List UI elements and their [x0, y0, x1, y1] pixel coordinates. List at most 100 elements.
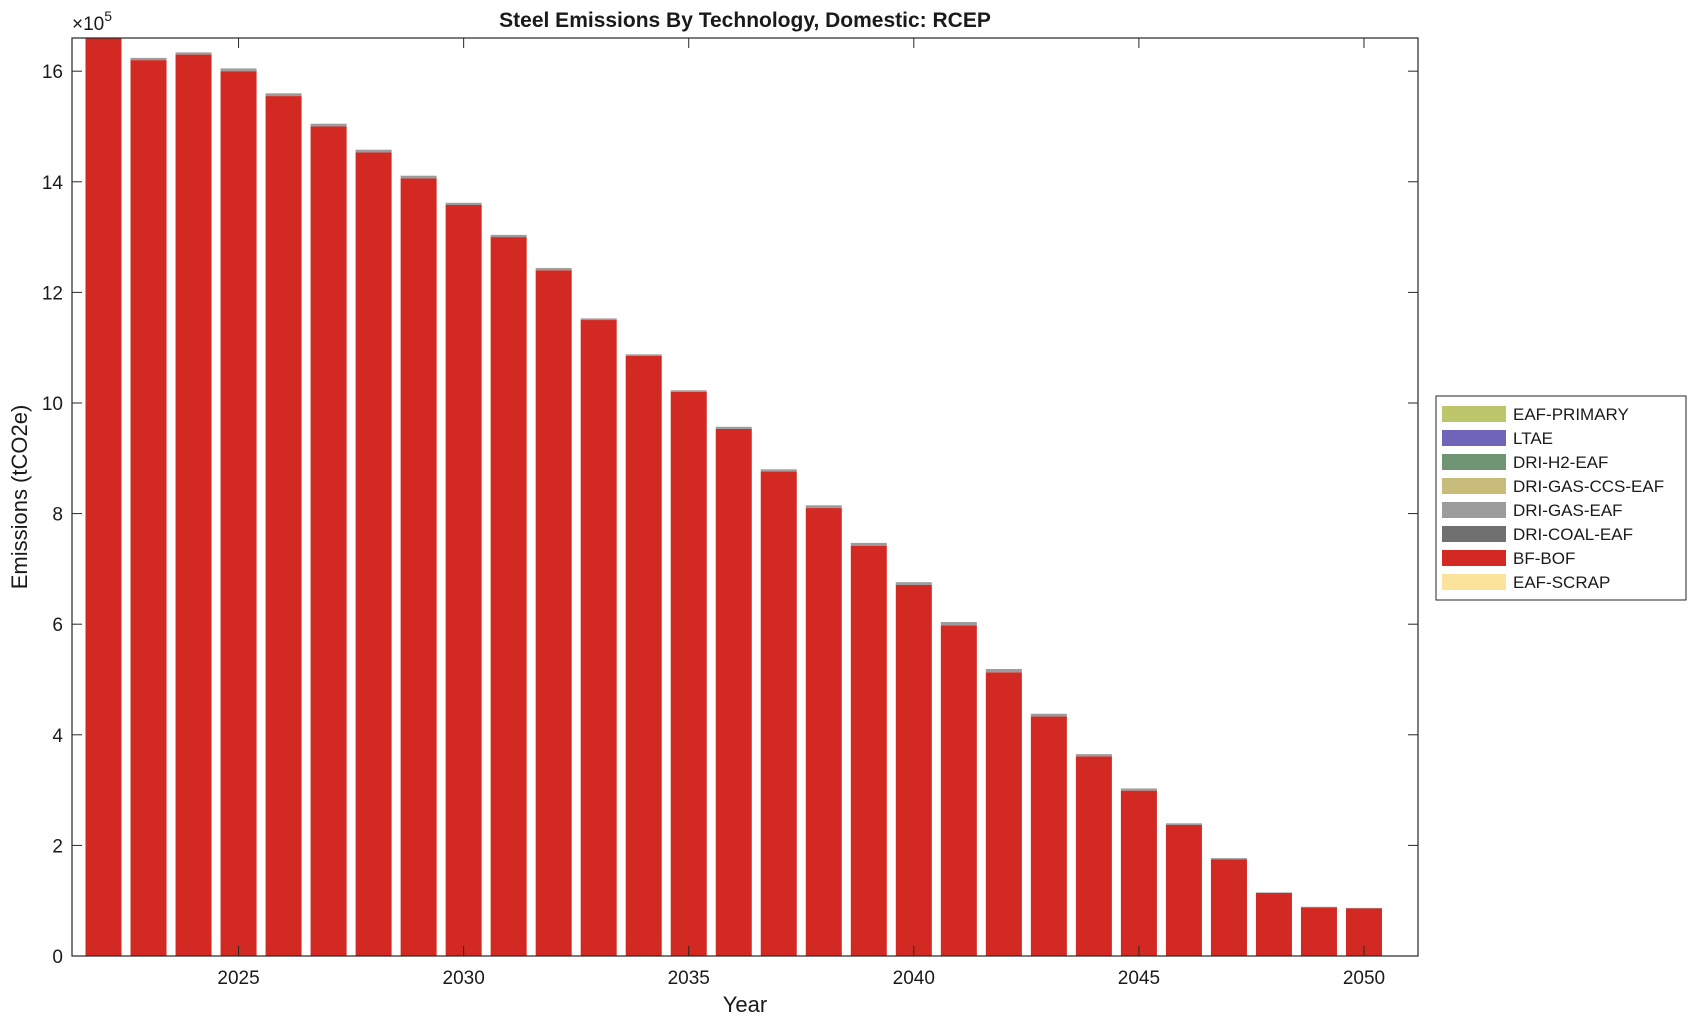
legend-label-dri-gas-eaf: DRI-GAS-EAF — [1513, 501, 1623, 520]
legend-swatch-eaf-scrap — [1442, 574, 1506, 590]
y-tick-label: 4 — [52, 726, 63, 747]
y-tick-label: 2 — [52, 836, 63, 857]
legend-swatch-dri-h2-eaf — [1442, 454, 1506, 470]
bar-dri-gas-eaf-2039 — [850, 542, 887, 546]
bar-dri-gas-eaf-2049 — [1300, 906, 1337, 908]
bar-bf-bof-2025 — [220, 71, 257, 956]
bar-dri-gas-eaf-2037 — [760, 469, 797, 472]
bar-dri-gas-eaf-2047 — [1210, 858, 1247, 860]
bar-bf-bof-2027 — [310, 126, 347, 956]
axis-ticks: 2025 2030 2035 2040 2045 2050 0 2 4 6 8 10 12 14 16 — [42, 38, 1418, 989]
bar-bf-bof-2036 — [715, 428, 752, 956]
bar-dri-gas-eaf-2031 — [490, 234, 527, 238]
bar-dri-gas-eaf-2040 — [895, 582, 932, 585]
legend-label-dri-gas-ccs-eaf: DRI-GAS-CCS-EAF — [1513, 477, 1664, 496]
legend-label-eaf-primary: EAF-PRIMARY — [1513, 405, 1629, 424]
bar-bf-bof-2049 — [1300, 907, 1337, 956]
bar-bf-bof-2035 — [670, 391, 707, 956]
bar-bf-bof-2028 — [355, 152, 392, 956]
legend-swatch-bf-bof — [1442, 550, 1506, 566]
y-tick-label: 8 — [52, 505, 63, 526]
bar-dri-gas-eaf-2041 — [940, 621, 977, 626]
bar-bf-bof-2040 — [895, 584, 932, 956]
bar-bf-bof-2030 — [445, 205, 482, 956]
bar-dri-gas-eaf-2033 — [580, 318, 617, 321]
bar-bf-bof-2034 — [625, 355, 662, 956]
bar-bf-bof-2045 — [1120, 790, 1157, 956]
y-axis-title: Emissions (tCO2e) — [7, 405, 32, 590]
bar-bf-bof-2031 — [490, 237, 527, 956]
x-tick-label: 2035 — [668, 968, 710, 989]
y-tick-label: 12 — [42, 283, 63, 304]
legend-label-dri-coal-eaf: DRI-COAL-EAF — [1513, 525, 1633, 544]
bar-dri-gas-eaf-2043 — [1030, 713, 1067, 717]
chart-title: Steel Emissions By Technology, Domestic:… — [499, 9, 991, 32]
bar-bf-bof-2032 — [535, 270, 572, 956]
bar-bf-bof-2048 — [1255, 892, 1292, 956]
bar-dri-gas-eaf-2029 — [400, 175, 437, 179]
legend-swatch-dri-coal-eaf — [1442, 526, 1506, 542]
legend-label-ltae: LTAE — [1513, 429, 1553, 448]
bar-dri-gas-eaf-2046 — [1165, 823, 1202, 825]
bar-dri-gas-eaf-2030 — [445, 202, 482, 206]
bar-bf-bof-2041 — [940, 625, 977, 956]
bar-bf-bof-2042 — [985, 672, 1022, 956]
x-axis-title: Year — [723, 992, 767, 1017]
bar-dri-gas-eaf-2036 — [715, 426, 752, 429]
bar-bf-bof-2043 — [1030, 716, 1067, 956]
bar-dri-gas-eaf-2034 — [625, 354, 662, 356]
y-tick-label: 16 — [42, 62, 63, 83]
bar-dri-gas-eaf-2048 — [1255, 892, 1292, 893]
bar-dri-gas-eaf-2026 — [265, 93, 302, 97]
bar-dri-gas-eaf-2038 — [805, 505, 842, 509]
bar-bf-bof-2038 — [805, 508, 842, 956]
legend-swatch-eaf-primary — [1442, 406, 1506, 422]
y-tick-label: 0 — [52, 947, 63, 968]
x-tick-label: 2030 — [443, 968, 485, 989]
legend-swatch-dri-gas-eaf — [1442, 502, 1506, 518]
bar-dri-gas-eaf-2024 — [175, 52, 212, 55]
bar-bf-bof-2039 — [850, 545, 887, 956]
x-tick-label: 2050 — [1343, 968, 1385, 989]
legend-swatch-dri-gas-ccs-eaf — [1442, 478, 1506, 494]
bar-bf-bof-2046 — [1165, 824, 1202, 956]
bar-bf-bof-2022 — [85, 38, 122, 956]
y-tick-label: 6 — [52, 615, 63, 636]
bar-dri-gas-eaf-2025 — [220, 68, 257, 72]
legend-label-bf-bof: BF-BOF — [1513, 549, 1575, 568]
bar-bf-bof-2024 — [175, 54, 212, 956]
bar-bf-bof-2047 — [1210, 859, 1247, 956]
y-tick-label: 10 — [42, 394, 63, 415]
bar-bf-bof-2033 — [580, 320, 617, 956]
x-tick-label: 2040 — [893, 968, 935, 989]
bar-bf-bof-2026 — [265, 96, 302, 956]
bar-dri-gas-eaf-2032 — [535, 268, 572, 271]
legend-swatch-ltae — [1442, 430, 1506, 446]
bar-dri-gas-eaf-2045 — [1120, 788, 1157, 791]
bar-dri-gas-eaf-2035 — [670, 390, 707, 392]
legend-label-eaf-scrap: EAF-SCRAP — [1513, 573, 1610, 592]
bar-bf-bof-2023 — [130, 60, 167, 956]
y-tick-label: 14 — [42, 173, 64, 194]
y-exponent-label: ×105 — [72, 8, 112, 35]
bar-bf-bof-2044 — [1075, 756, 1112, 956]
bar-dri-gas-eaf-2028 — [355, 149, 392, 153]
legend: EAF-PRIMARY LTAE DRI-H2-EAF DRI-GAS-CCS-EAF… — [1435, 395, 1687, 601]
plot-frame — [71, 37, 1419, 957]
bar-dri-gas-eaf-2023 — [130, 57, 167, 61]
bar-dri-gas-eaf-2044 — [1075, 754, 1112, 757]
bar-bf-bof-2037 — [760, 471, 797, 956]
x-tick-label: 2025 — [217, 968, 259, 989]
x-tick-label: 2045 — [1118, 968, 1160, 989]
y-exponent-power: 5 — [104, 8, 112, 24]
bars-group — [85, 38, 1382, 956]
legend-label-dri-h2-eaf: DRI-H2-EAF — [1513, 453, 1608, 472]
bar-dri-gas-eaf-2042 — [985, 668, 1022, 673]
bar-dri-gas-eaf-2027 — [310, 123, 347, 127]
bar-dri-gas-eaf-2050 — [1345, 907, 1382, 909]
legend-box — [1435, 395, 1687, 601]
y-exponent-base: ×10 — [72, 14, 104, 35]
bar-bf-bof-2029 — [400, 178, 437, 956]
